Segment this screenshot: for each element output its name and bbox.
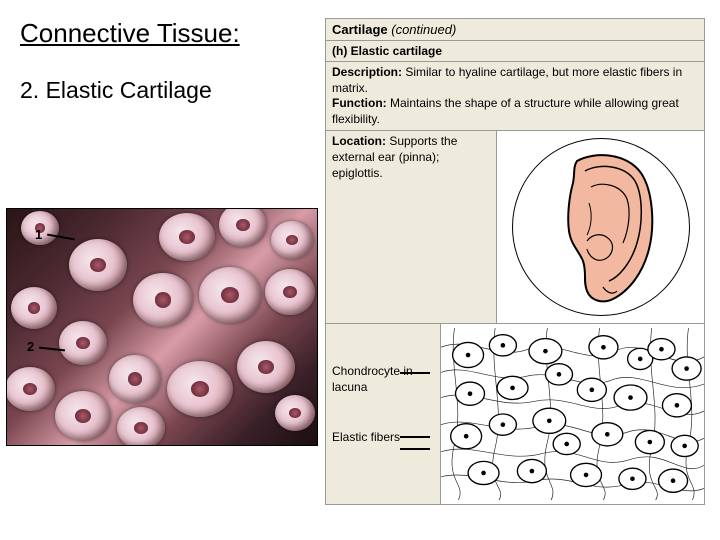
micrograph-cell: [55, 391, 111, 441]
ear-illustration-cell: [496, 131, 704, 323]
location-text-cell: Location: Supports the external ear (pin…: [326, 131, 496, 323]
loc-label: Location:: [332, 134, 386, 148]
micrograph-cell: [133, 273, 193, 327]
micrograph-cell: [265, 269, 315, 315]
pointer-icon: [400, 436, 430, 438]
micrograph-cell: [159, 213, 215, 261]
diagram-row: Chondrocyte in lacuna Elastic fibers: [325, 324, 705, 505]
micrograph-cell: [237, 341, 295, 393]
pointer-icon: [400, 372, 430, 374]
main-title: Connective Tissue:: [20, 18, 315, 49]
diagram-labels-cell: Chondrocyte in lacuna Elastic fibers: [326, 324, 440, 504]
slide: Connective Tissue: 2. Elastic Cartilage …: [0, 0, 720, 540]
ear-icon: [513, 139, 689, 315]
desc-label: Description:: [332, 65, 402, 79]
micrograph-cell: [6, 367, 55, 411]
micrograph-cell: [167, 361, 233, 417]
micrograph-cell: [11, 287, 57, 329]
micrograph-cell: [109, 355, 161, 403]
micrograph-cell: [69, 239, 127, 291]
micrograph-label-1: 1: [35, 227, 42, 242]
diagram-label-fibers: Elastic fibers: [332, 430, 418, 446]
ear-circle: [512, 138, 690, 316]
sub-header: (h) Elastic cartilage: [325, 41, 705, 62]
pointer-icon: [400, 448, 430, 450]
micrograph-cell: [117, 407, 165, 446]
right-column: Cartilage (continued) (h) Elastic cartil…: [325, 18, 705, 505]
header-italic: (continued): [388, 22, 457, 37]
section-header: Cartilage (continued): [325, 18, 705, 41]
micrograph-cell: [199, 267, 261, 323]
micrograph-cell: [59, 321, 107, 365]
description-block: Description: Similar to hyaline cartilag…: [325, 62, 705, 131]
micrograph-image: 1 2: [6, 208, 318, 446]
tissue-diagram-icon: [441, 324, 704, 504]
left-column: Connective Tissue: 2. Elastic Cartilage: [20, 18, 315, 104]
func-label: Function:: [332, 96, 387, 110]
diagram-label-chondrocyte: Chondrocyte in lacuna: [332, 364, 418, 395]
subtitle: 2. Elastic Cartilage: [20, 77, 315, 104]
header-bold: Cartilage: [332, 22, 388, 37]
micrograph-cell: [219, 208, 267, 247]
location-row: Location: Supports the external ear (pin…: [325, 131, 705, 324]
micrograph-cell: [275, 395, 315, 431]
micrograph-cell: [271, 221, 313, 259]
tissue-diagram-cell: [440, 324, 704, 504]
micrograph-label-2: 2: [27, 339, 34, 354]
